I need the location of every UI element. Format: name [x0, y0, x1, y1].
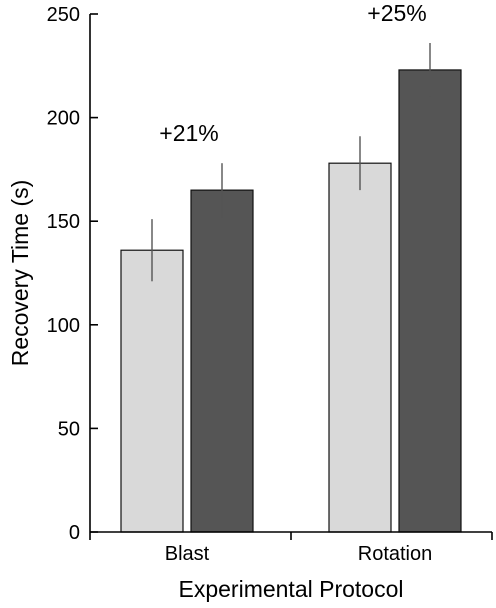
x-axis-title: Experimental Protocol: [179, 576, 404, 602]
y-axis-ticks: 0 50 100 150 200 250: [47, 4, 98, 544]
bar-rotation-series-2: [398, 69, 462, 533]
y-tick-label: 100: [47, 315, 80, 337]
bar-rotation-series-1: [328, 162, 392, 533]
error-bars: [151, 43, 431, 282]
percent-change-annotation: +21%: [159, 120, 218, 146]
y-tick-label: 150: [47, 211, 80, 233]
annotations: +21% +25%: [159, 0, 426, 146]
y-tick-label: 250: [47, 4, 80, 26]
y-axis-title: Recovery Time (s): [7, 180, 33, 367]
y-tick-label: 200: [47, 108, 80, 130]
x-category-label: Rotation: [358, 543, 433, 565]
bar-blast-series-2: [190, 189, 254, 533]
bar-blast-series-1: [120, 249, 184, 533]
x-category-label: Blast: [165, 543, 210, 565]
y-tick-label: 50: [58, 418, 80, 440]
y-tick-label: 0: [69, 522, 80, 544]
percent-change-annotation: +25%: [367, 0, 426, 26]
x-axis-ticks: Blast Rotation: [89, 532, 493, 565]
